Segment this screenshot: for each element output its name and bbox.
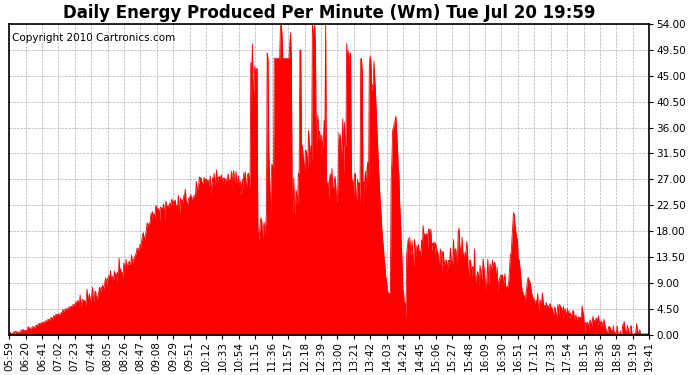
Text: Copyright 2010 Cartronics.com: Copyright 2010 Cartronics.com xyxy=(12,33,176,43)
Title: Daily Energy Produced Per Minute (Wm) Tue Jul 20 19:59: Daily Energy Produced Per Minute (Wm) Tu… xyxy=(63,4,595,22)
